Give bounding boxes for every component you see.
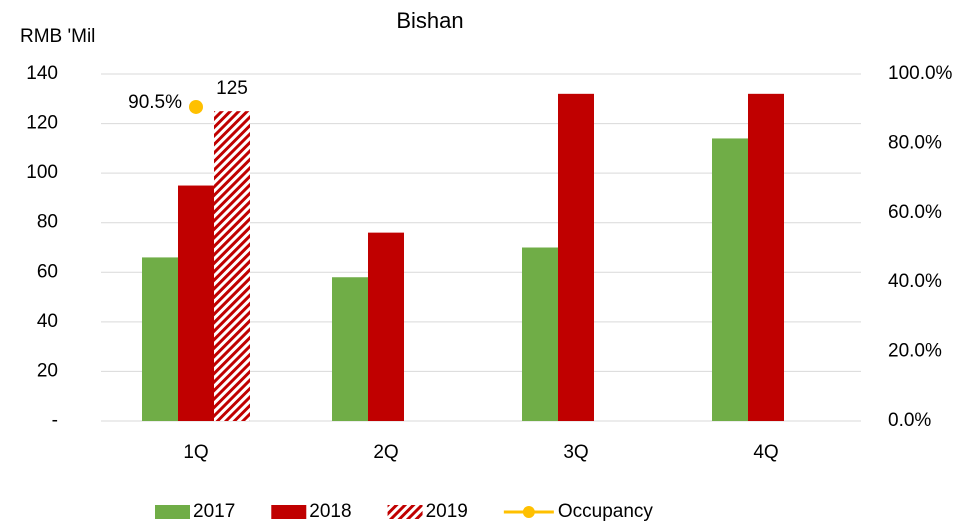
y-tick-label: 100 [26, 162, 58, 183]
data-label: 90.5% [128, 92, 182, 113]
y2-tick-label: 0.0% [888, 410, 931, 431]
bar [368, 232, 404, 421]
legend-swatch [387, 505, 423, 519]
legend-swatch [155, 505, 190, 519]
line-point [189, 99, 203, 114]
y-tick-label: 60 [37, 261, 58, 282]
x-tick-label: 1Q [183, 442, 208, 463]
y-tick-label: 80 [37, 212, 58, 233]
chart-title: Bishan [396, 8, 463, 33]
y2-tick-label: 80.0% [888, 132, 942, 153]
y-axis-label: RMB 'Mil [20, 26, 95, 47]
y2-tick-label: 40.0% [888, 271, 942, 292]
legend-swatch [271, 505, 307, 519]
bar [712, 138, 748, 421]
legend-swatch [522, 506, 535, 518]
bar [748, 93, 784, 421]
bar [142, 257, 178, 421]
y2-tick-label: 100.0% [888, 63, 953, 84]
legend-label: 2018 [309, 501, 351, 522]
y-tick-label: 20 [37, 360, 58, 381]
bar [558, 93, 594, 421]
y-tick-label: 40 [37, 311, 58, 332]
bar [332, 277, 368, 421]
x-tick-label: 3Q [563, 442, 588, 463]
x-tick-label: 2Q [373, 442, 398, 463]
bar [214, 111, 250, 421]
y2-tick-label: 60.0% [888, 202, 942, 223]
x-tick-label: 4Q [753, 442, 778, 463]
y2-tick-label: 20.0% [888, 341, 942, 362]
legend-label: 2019 [426, 501, 468, 522]
bar [522, 247, 558, 421]
bar [178, 185, 214, 421]
data-label: 125 [216, 78, 248, 99]
y-tick-label: - [52, 410, 58, 431]
legend-label: 2017 [193, 501, 235, 522]
y-tick-label: 120 [26, 113, 58, 134]
y-tick-label: 140 [26, 63, 58, 84]
legend-label: Occupancy [558, 501, 654, 522]
